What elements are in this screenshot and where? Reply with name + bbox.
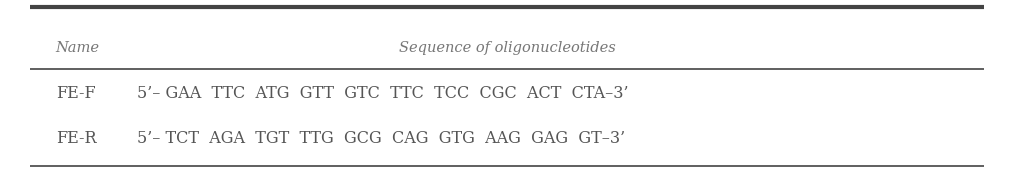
Text: Name: Name bbox=[56, 42, 99, 55]
Text: 5’– GAA  TTC  ATG  GTT  GTC  TTC  TCC  CGC  ACT  CTA–3’: 5’– GAA TTC ATG GTT GTC TTC TCC CGC ACT … bbox=[137, 85, 629, 102]
Text: FE-R: FE-R bbox=[56, 130, 96, 147]
Text: 5’– TCT  AGA  TGT  TTG  GCG  CAG  GTG  AAG  GAG  GT–3’: 5’– TCT AGA TGT TTG GCG CAG GTG AAG GAG … bbox=[137, 130, 625, 147]
Text: Sequence of oligonucleotides: Sequence of oligonucleotides bbox=[399, 42, 615, 55]
Text: FE-F: FE-F bbox=[56, 85, 95, 102]
